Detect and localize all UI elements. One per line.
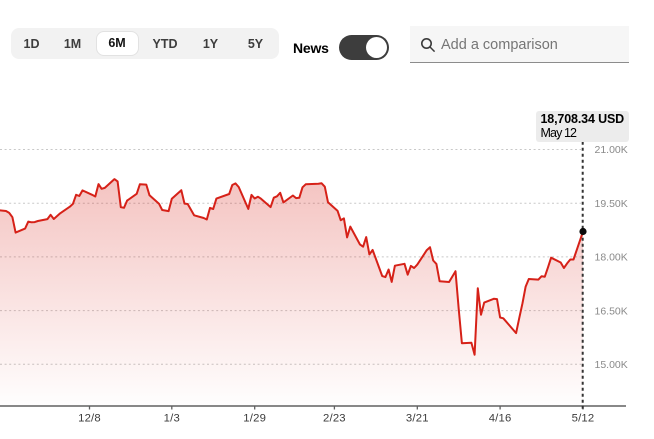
svg-text:5/12: 5/12 [572,413,595,425]
svg-text:12/8: 12/8 [78,413,101,425]
svg-text:4/16: 4/16 [489,413,512,425]
svg-text:3/21: 3/21 [406,413,429,425]
svg-text:16.50K: 16.50K [595,305,628,317]
svg-text:2/23: 2/23 [323,413,346,425]
svg-text:1/29: 1/29 [243,413,266,425]
svg-text:15.00K: 15.00K [595,359,628,371]
svg-text:1/3: 1/3 [164,413,180,425]
svg-text:19.50K: 19.50K [595,198,628,210]
svg-text:21.00K: 21.00K [595,144,628,156]
svg-text:18.00K: 18.00K [595,252,628,264]
